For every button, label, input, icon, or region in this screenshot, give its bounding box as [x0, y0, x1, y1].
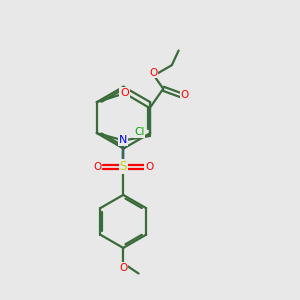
Text: N: N	[119, 135, 128, 146]
Text: S: S	[119, 160, 127, 173]
Text: O: O	[119, 262, 128, 273]
Text: O: O	[120, 88, 129, 98]
Text: O: O	[181, 90, 189, 100]
Text: O: O	[145, 162, 153, 172]
Text: O: O	[93, 162, 101, 172]
Text: O: O	[149, 68, 157, 77]
Text: Cl: Cl	[134, 127, 144, 137]
